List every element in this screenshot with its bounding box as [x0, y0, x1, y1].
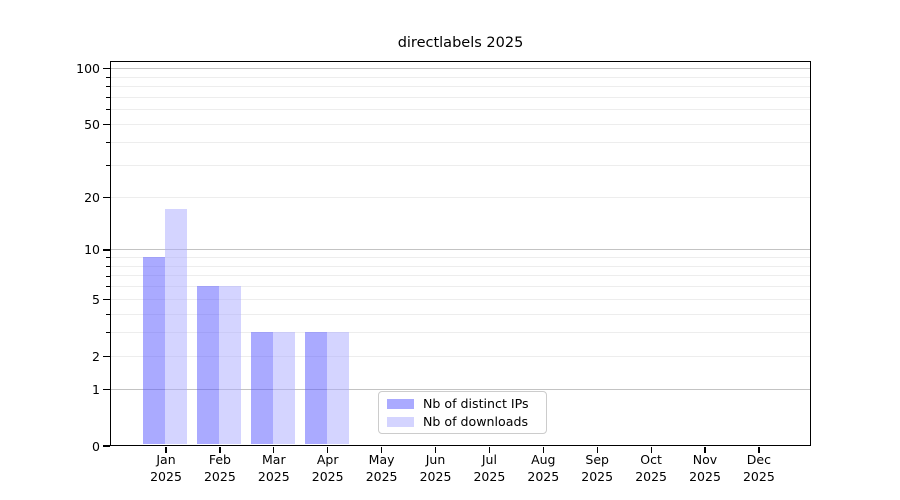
x-tick-label: Jun 2025 [419, 452, 452, 484]
legend-swatch-distinct-ips [387, 398, 414, 409]
y-minor-tick-mark [106, 286, 110, 288]
y-minor-tick-mark [106, 141, 110, 143]
x-tick-mark [434, 447, 437, 453]
x-tick-mark [273, 447, 275, 453]
chart-title: directlabels 2025 [397, 35, 524, 51]
y-tick-label: 1 [92, 381, 100, 397]
bar-distinct-ips [143, 257, 166, 444]
gridline-minor [111, 86, 810, 88]
bar-distinct-ips [197, 286, 220, 444]
y-minor-tick-mark [106, 76, 110, 78]
x-tick-label: Aug 2025 [527, 452, 560, 484]
x-tick-label: Jul 2025 [473, 452, 506, 484]
y-minor-tick-mark [106, 332, 110, 334]
gridline-major [111, 388, 810, 390]
gridline-minor [111, 355, 810, 357]
y-tick-mark [103, 445, 110, 447]
gridline-minor [111, 275, 810, 277]
x-tick-label: Dec 2025 [742, 452, 775, 484]
legend-label: Nb of downloads [423, 413, 529, 429]
gridline-major [111, 249, 810, 251]
y-tick-mark [103, 298, 110, 301]
y-tick-label: 50 [84, 117, 100, 133]
legend: Nb of distinct IPs Nb of downloads [378, 391, 547, 434]
y-tick-label: 0 [92, 438, 100, 454]
bar-downloads [165, 209, 188, 444]
gridline-minor [111, 141, 810, 143]
bar-downloads [219, 286, 242, 444]
y-minor-tick-mark [106, 275, 110, 277]
gridline-minor [111, 286, 810, 288]
x-tick-mark [488, 447, 491, 453]
y-minor-tick-mark [106, 86, 110, 88]
bar-distinct-ips [251, 332, 274, 444]
gridline-minor [111, 257, 810, 259]
x-tick-mark [542, 447, 544, 453]
gridline-minor [111, 313, 810, 315]
y-minor-tick-mark [106, 97, 110, 99]
y-tick-mark [103, 196, 110, 198]
legend-label: Nb of distinct IPs [423, 395, 529, 411]
y-tick-label: 2 [92, 348, 100, 364]
y-tick-label: 100 [76, 61, 100, 77]
y-tick-mark [103, 355, 110, 357]
gridline-minor [111, 96, 810, 98]
legend-item-downloads: Nb of downloads [387, 414, 538, 430]
x-tick-mark [165, 447, 167, 453]
x-tick-mark [596, 447, 598, 453]
legend-swatch-downloads [387, 416, 414, 427]
y-minor-tick-mark [106, 257, 110, 259]
bar-downloads [273, 332, 296, 444]
gridline-minor [111, 332, 810, 334]
bar-downloads [327, 332, 350, 444]
y-tick-label: 20 [84, 189, 100, 205]
x-tick-label: Apr 2025 [311, 452, 344, 484]
gridline-minor [111, 196, 810, 198]
y-minor-tick-mark [106, 313, 110, 315]
y-tick-mark [103, 388, 110, 391]
x-tick-label: Oct 2025 [635, 452, 667, 484]
y-minor-tick-mark [106, 164, 110, 166]
x-tick-mark [704, 447, 706, 453]
x-tick-mark [381, 447, 383, 453]
y-tick-mark [103, 68, 110, 70]
y-tick-mark [103, 123, 110, 126]
gridline-minor [111, 164, 810, 166]
gridline-minor [111, 265, 810, 267]
x-tick-label: Sep 2025 [581, 452, 614, 484]
legend-item-distinct-ips: Nb of distinct IPs [387, 396, 538, 412]
gridline-major [111, 68, 810, 70]
gridline-minor [111, 298, 810, 300]
gridline-minor [111, 123, 810, 125]
gridline-minor [111, 109, 810, 111]
x-tick-label: Mar 2025 [257, 452, 290, 484]
bar-distinct-ips [305, 332, 328, 444]
x-tick-mark [327, 447, 329, 453]
x-tick-label: May 2025 [365, 452, 398, 484]
y-tick-label: 10 [84, 242, 100, 258]
x-tick-mark [219, 447, 221, 453]
x-tick-label: Feb 2025 [203, 452, 236, 484]
y-minor-tick-mark [106, 265, 110, 267]
x-tick-label: Jan 2025 [150, 452, 182, 484]
x-tick-mark [650, 447, 652, 453]
x-tick-mark [758, 447, 760, 453]
gridline-minor [111, 76, 810, 78]
y-tick-mark [103, 249, 110, 251]
plot-area [110, 61, 811, 446]
y-tick-label: 5 [92, 292, 100, 308]
x-tick-label: Nov 2025 [689, 452, 721, 484]
y-minor-tick-mark [106, 109, 110, 111]
